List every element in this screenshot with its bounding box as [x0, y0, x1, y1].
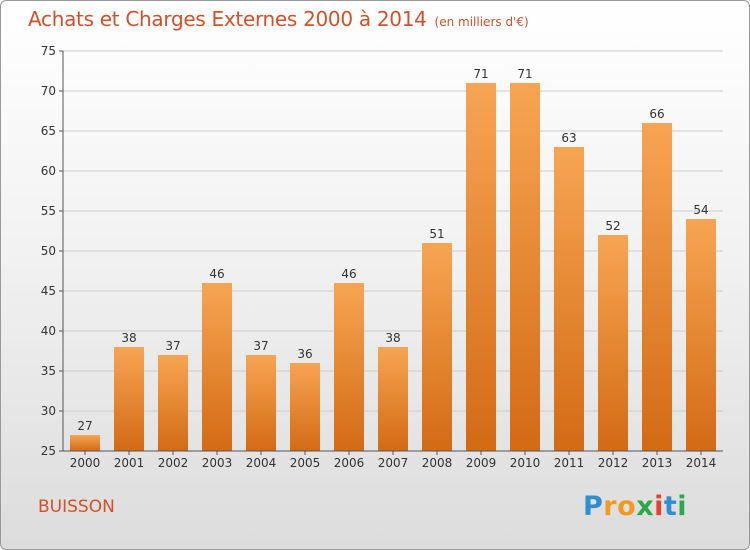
y-tick-label: 40 — [41, 324, 56, 338]
x-tick-label-2004: 2004 — [246, 456, 277, 470]
y-tick-label: 75 — [41, 44, 56, 58]
y-tick-label: 70 — [41, 84, 56, 98]
x-tick-label-2012: 2012 — [598, 456, 629, 470]
x-tick-label-2010: 2010 — [510, 456, 541, 470]
bar-2007 — [378, 347, 408, 451]
bar-2012 — [598, 235, 628, 451]
x-tick-label-2005: 2005 — [290, 456, 321, 470]
logo-letter: i — [654, 491, 664, 522]
value-label-2011: 63 — [561, 131, 576, 145]
bars — [70, 83, 716, 451]
y-tick-label: 55 — [41, 204, 56, 218]
bar-2013 — [642, 123, 672, 451]
bar-2002 — [158, 355, 188, 451]
x-tick-label-2009: 2009 — [466, 456, 497, 470]
chart-title: Achats et Charges Externes 2000 à 2014 — [28, 7, 427, 31]
bar-2001 — [114, 347, 144, 451]
y-tick-label: 45 — [41, 284, 56, 298]
bar-2003 — [202, 283, 232, 451]
y-tick-label: 30 — [41, 404, 56, 418]
bar-2009 — [466, 83, 496, 451]
y-tick-label: 35 — [41, 364, 56, 378]
value-label-2014: 54 — [693, 203, 708, 217]
bar-2014 — [686, 219, 716, 451]
x-tick-label-2001: 2001 — [114, 456, 145, 470]
logo-letter: o — [617, 491, 637, 522]
value-label-2009: 71 — [473, 67, 488, 81]
logo-letter: t — [663, 491, 678, 522]
value-label-2013: 66 — [649, 107, 664, 121]
bar-2005 — [290, 363, 320, 451]
bar-2004 — [246, 355, 276, 451]
value-label-2010: 71 — [517, 67, 532, 81]
bar-2010 — [510, 83, 540, 451]
bar-2006 — [334, 283, 364, 451]
y-tick-label: 25 — [41, 444, 56, 458]
logo-letter: i — [677, 491, 688, 522]
x-tick-label-2006: 2006 — [334, 456, 365, 470]
x-tick-label-2002: 2002 — [158, 456, 189, 470]
x-tick-label-2003: 2003 — [202, 456, 233, 470]
value-label-2008: 51 — [429, 227, 444, 241]
unit-note: (en milliers d'€) — [434, 15, 529, 29]
logo-letter: r — [603, 491, 618, 522]
bar-2011 — [554, 147, 584, 451]
chart-title-block: Achats et Charges Externes 2000 à 2014 (e… — [28, 7, 529, 31]
labels: 25 30 35 40 45 50 55 60 65 70 75 27 2000 38 2001 37 2002… — [41, 44, 717, 470]
value-label-2007: 38 — [385, 331, 400, 345]
value-label-2002: 37 — [165, 339, 180, 353]
bar-2008 — [422, 243, 452, 451]
value-label-2012: 52 — [605, 219, 620, 233]
x-tick-label-2011: 2011 — [554, 456, 585, 470]
x-tick-label-2014: 2014 — [686, 456, 717, 470]
value-label-2004: 37 — [253, 339, 268, 353]
proxiti-logo: Proxiti — [583, 491, 687, 522]
x-tick-label-2013: 2013 — [642, 456, 673, 470]
value-label-2000: 27 — [77, 419, 92, 433]
value-label-2006: 46 — [341, 267, 356, 281]
y-tick-label: 50 — [41, 244, 56, 258]
bar-2000 — [70, 435, 100, 451]
commune-name: BUISSON — [38, 497, 115, 517]
value-label-2005: 36 — [297, 347, 312, 361]
y-tick-label: 65 — [41, 124, 56, 138]
x-tick-label-2007: 2007 — [378, 456, 409, 470]
x-tick-label-2000: 2000 — [70, 456, 101, 470]
x-tick-label-2008: 2008 — [422, 456, 453, 470]
value-label-2001: 38 — [121, 331, 136, 345]
logo-letter: P — [583, 491, 604, 522]
value-label-2003: 46 — [209, 267, 224, 281]
logo-letter: x — [636, 491, 655, 522]
y-tick-label: 60 — [41, 164, 56, 178]
axes — [59, 50, 723, 455]
